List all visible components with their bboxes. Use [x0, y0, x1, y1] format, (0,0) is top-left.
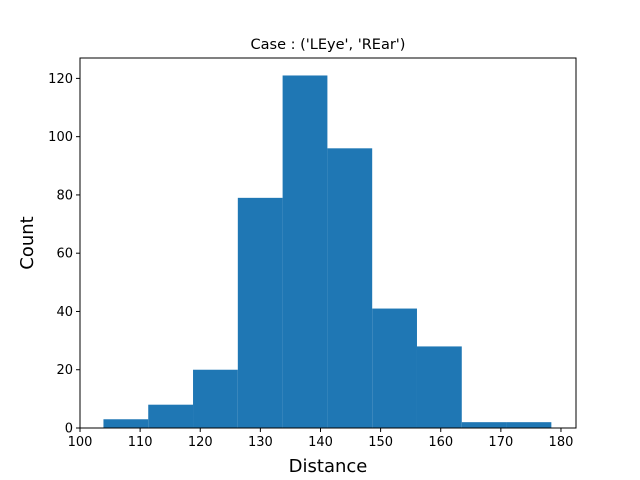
- histogram-bar: [372, 308, 417, 428]
- bars-group: [103, 75, 552, 429]
- y-axis-label: Count: [17, 216, 38, 269]
- chart-title: Case : ('LEye', 'REar'): [251, 37, 406, 53]
- x-tick-label: 150: [368, 435, 393, 450]
- histogram-bar: [327, 148, 373, 429]
- histogram-bar: [506, 422, 552, 428]
- y-tick-label: 40: [56, 305, 73, 320]
- histogram-bar: [237, 197, 283, 428]
- y-tick-label: 60: [56, 247, 73, 262]
- y-tick-label: 0: [65, 422, 73, 437]
- x-tick-label: 130: [248, 435, 273, 450]
- histogram-bar: [282, 75, 328, 428]
- x-tick-label: 110: [128, 435, 153, 450]
- x-tick-label: 120: [188, 435, 213, 450]
- y-tick-label: 100: [48, 130, 73, 145]
- histogram-bar: [461, 422, 507, 428]
- y-tick-label: 80: [56, 188, 73, 203]
- x-tick-label: 160: [428, 435, 453, 450]
- x-tick-label: 140: [308, 435, 333, 450]
- x-tick-label: 180: [549, 435, 574, 450]
- x-axis-ticks: 100 110 120 130 140 150 160 170 180: [68, 428, 574, 450]
- y-axis-ticks: 0 20 40 60 80 100 120: [48, 72, 80, 437]
- x-tick-label: 170: [488, 435, 513, 450]
- histogram-bar: [193, 369, 238, 428]
- plot-frame: [79, 57, 577, 429]
- x-axis-label: Distance: [289, 456, 368, 477]
- x-tick-label: 100: [68, 435, 93, 450]
- y-tick-label: 120: [48, 72, 73, 87]
- y-tick-label: 20: [56, 363, 73, 378]
- histogram-bar: [416, 346, 462, 428]
- histogram-bar: [148, 404, 194, 428]
- histogram-bar: [103, 419, 149, 428]
